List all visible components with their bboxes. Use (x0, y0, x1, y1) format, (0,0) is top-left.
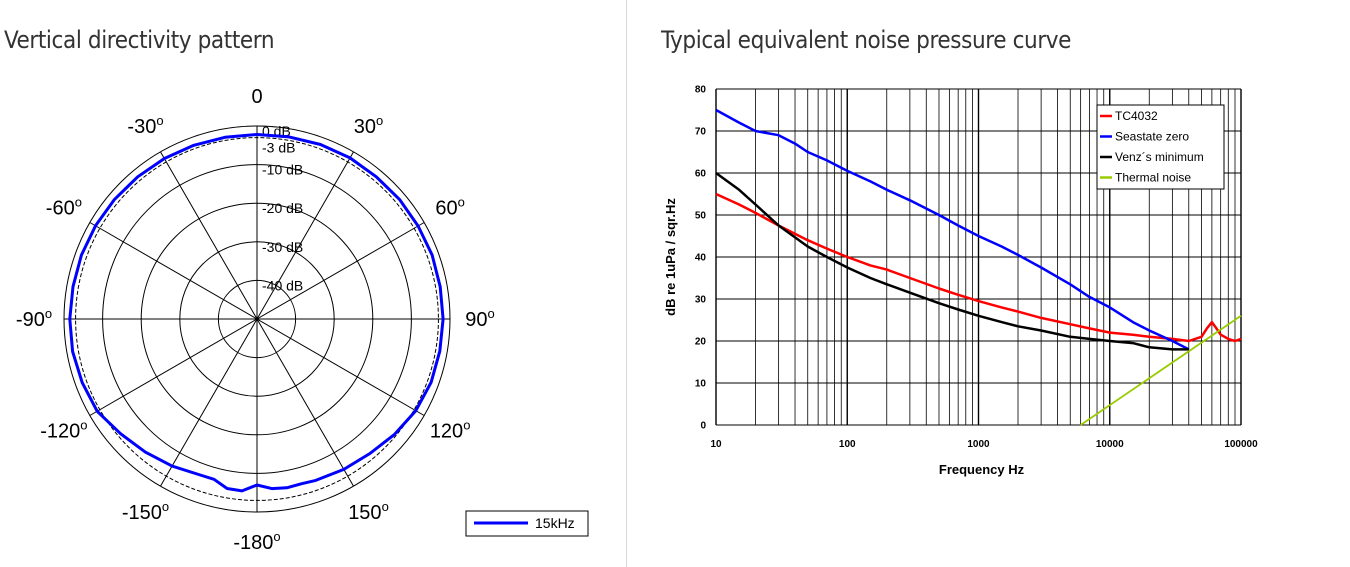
polar-chart: 0 dB-3 dB-10 dB-20 dB-30 dB-40 dB030o60o… (16, 86, 589, 554)
ring-label: -3 dB (262, 140, 295, 156)
y-tick-label: 70 (695, 127, 707, 138)
y-tick-label: 30 (695, 295, 707, 306)
series-line-15khz (68, 133, 445, 493)
ring-label: -40 dB (262, 277, 303, 293)
y-tick-label: 20 (695, 337, 707, 348)
y-tick-label: 10 (695, 379, 707, 390)
y-tick-label: 40 (695, 253, 707, 264)
series-line-seastate-zero (715, 108, 1190, 351)
angle-label: -150o (122, 499, 169, 524)
legend-label: Seastate zero (1115, 130, 1189, 144)
legend-label: TC4032 (1115, 109, 1158, 123)
noise-title: Typical equivalent noise pressure curve (661, 26, 1072, 54)
angle-label: -120o (40, 418, 87, 443)
x-tick-label: 1000 (967, 439, 990, 450)
x-tick-label: 100 (839, 439, 856, 450)
x-tick-label: 10 (710, 439, 722, 450)
legend-label: 15kHz (535, 515, 575, 531)
y-tick-label: 50 (695, 211, 707, 222)
polar-spoke (160, 151, 354, 487)
legend-label: Thermal noise (1115, 171, 1191, 185)
angle-label: -30o (127, 113, 163, 138)
y-axis-title: dB re 1uPa / sqr.Hz (663, 198, 678, 316)
ring-label: -30 dB (262, 239, 303, 255)
noise-line-chart: 0 10 20 30 40 50 60 70 80 10 100 1000 10000 100000 Fre… (663, 85, 1258, 478)
series-line-tc4032 (715, 192, 1242, 343)
x-tick-label: 10000 (1096, 439, 1124, 450)
series-line-venz-s-minimum (715, 171, 1189, 351)
legend-label: Venz´s minimum (1115, 150, 1204, 164)
y-tick-label: 0 (700, 421, 706, 432)
angle-label: 0 (251, 86, 262, 108)
ring-label: -10 dB (262, 162, 303, 178)
angle-label: 120o (430, 418, 471, 443)
directivity-title: Vertical directivity pattern (4, 26, 275, 54)
y-tick-label: 60 (695, 169, 707, 180)
angle-label: -90o (16, 306, 52, 331)
angle-label: 60o (435, 195, 464, 220)
directivity-panel: Vertical directivity pattern 0 dB -3 dB -1… (0, 0, 626, 567)
angle-label: -60o (46, 195, 82, 220)
noise-panel: Typical equivalent noise pressure curve … (627, 0, 1350, 567)
series-line-thermal-noise (1080, 315, 1242, 426)
angle-label: 30o (354, 113, 383, 138)
angle-label: 150o (348, 499, 389, 524)
x-tick-label: 100000 (1224, 439, 1258, 450)
ring-label: -20 dB (262, 200, 303, 216)
panel-divider (626, 0, 627, 567)
y-tick-label: 80 (695, 85, 707, 96)
angle-label: -180o (233, 529, 280, 554)
legend-box (1096, 104, 1225, 190)
angle-label: 90o (465, 306, 494, 331)
x-axis-title: Frequency Hz (939, 462, 1025, 477)
